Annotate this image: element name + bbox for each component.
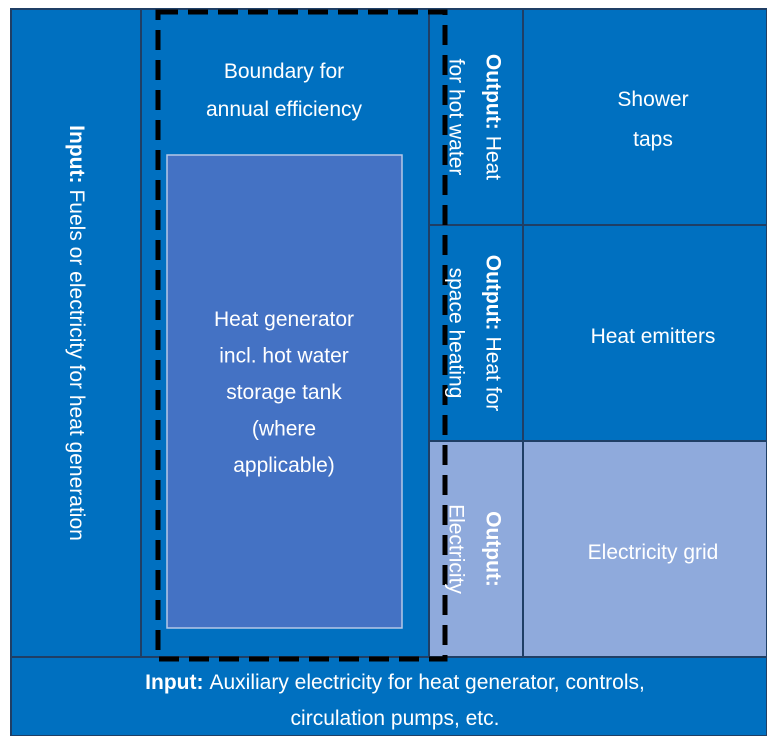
- cell-label: Boundary for: [224, 60, 344, 83]
- input-fuels-cell: [10, 8, 142, 658]
- label-text: taps: [633, 128, 673, 151]
- bold-label: Output:: [482, 255, 505, 331]
- label-text: Heat: [482, 136, 505, 181]
- cell-label: taps: [633, 128, 673, 151]
- cell-label: Input: Fuels or electricity for heat gene…: [65, 125, 88, 541]
- label-text: circulation pumps, etc.: [291, 707, 500, 730]
- labels: Input: Fuels or electricity for heat gene…: [65, 54, 718, 730]
- heat-emitters-cell: [522, 224, 767, 442]
- label-text: Heat emitters: [591, 325, 716, 348]
- cell-label: Heat emitters: [591, 325, 716, 348]
- label-text: Heat for: [482, 337, 505, 412]
- bold-label: Input:: [145, 671, 203, 694]
- label-text: applicable): [233, 454, 335, 477]
- label-text: (where: [252, 417, 316, 440]
- label-text: space heating: [445, 268, 468, 399]
- cell-label: Output: Heat: [482, 54, 505, 180]
- cell-label: Electricity: [445, 504, 468, 594]
- boundary-dashed-line: [155, 9, 448, 662]
- cell-label: Output: Heat for: [482, 255, 505, 412]
- input-auxiliary-cell: [10, 656, 767, 736]
- cell-label: (where: [252, 417, 316, 440]
- cell-label: Heat generator: [214, 308, 354, 331]
- label-text: incl. hot water: [219, 344, 349, 367]
- cell-label: storage tank: [226, 381, 342, 404]
- cell-label: Input: Auxiliary electricity for heat gen…: [145, 671, 645, 694]
- cell-label: space heating: [445, 268, 468, 399]
- label-text: Boundary for: [224, 60, 344, 83]
- label-text: Electricity: [445, 504, 468, 594]
- bold-label: Output:: [482, 54, 505, 130]
- label-text: Electricity grid: [588, 541, 719, 564]
- cell-label: circulation pumps, etc.: [291, 707, 500, 730]
- cell-label: for hot water: [445, 59, 468, 176]
- electricity-grid-cell: [522, 440, 767, 658]
- bold-label: Output:: [482, 511, 505, 587]
- label-text: storage tank: [226, 381, 342, 404]
- label-text: for hot water: [445, 59, 468, 176]
- cell-label: incl. hot water: [219, 344, 349, 367]
- label-text: annual efficiency: [206, 98, 363, 121]
- heat-generator-box: [166, 154, 403, 629]
- label-text: Shower: [617, 88, 688, 111]
- cell-label: Output:: [482, 511, 505, 587]
- label-text: Fuels or electricity for heat generation: [65, 189, 88, 540]
- cell-label: annual efficiency: [206, 98, 363, 121]
- label-text: Auxiliary electricity for heat generator…: [209, 671, 644, 694]
- label-text: Heat generator: [214, 308, 354, 331]
- bold-label: Input:: [65, 125, 88, 183]
- shower-taps-cell: [522, 8, 767, 226]
- cell-label: applicable): [233, 454, 335, 477]
- cell-label: Shower: [617, 88, 688, 111]
- cell-label: Electricity grid: [588, 541, 719, 564]
